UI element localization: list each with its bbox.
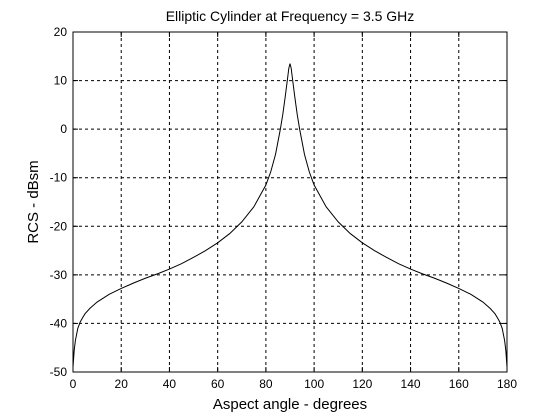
- y-tick-label: -20: [50, 219, 68, 233]
- y-tick-label: -50: [50, 365, 68, 379]
- x-axis-title: Aspect angle - degrees: [213, 396, 367, 413]
- y-tick-label: 10: [54, 74, 68, 88]
- x-tick-label: 160: [449, 377, 469, 391]
- chart-title: Elliptic Cylinder at Frequency = 3.5 GHz: [166, 8, 415, 24]
- x-tick-label: 0: [70, 377, 77, 391]
- x-tick-label: 140: [401, 377, 421, 391]
- series-layer: [72, 63, 508, 368]
- x-tick-label: 40: [163, 377, 177, 391]
- ticks: 0 20 40 60 80 100 120 140 160 180 -50 -40 -30 -20 -10 0…: [50, 25, 518, 391]
- y-tick-label: -30: [50, 268, 68, 282]
- x-tick-label: 20: [115, 377, 129, 391]
- x-tick-label: 100: [304, 377, 324, 391]
- y-axis-title: RCS - dBsm: [25, 160, 42, 243]
- y-tick-label: -10: [50, 171, 68, 185]
- plot-frame: [72, 31, 508, 373]
- x-tick-label: 60: [211, 377, 225, 391]
- y-tick-label: 0: [60, 122, 67, 136]
- x-tick-label: 80: [259, 377, 273, 391]
- rcs-series-line: [72, 63, 508, 368]
- y-tick-label: 20: [54, 25, 68, 39]
- x-tick-label: 120: [352, 377, 372, 391]
- x-tick-label: 180: [497, 377, 517, 391]
- grid: [73, 32, 507, 372]
- y-tick-label: -40: [50, 316, 68, 330]
